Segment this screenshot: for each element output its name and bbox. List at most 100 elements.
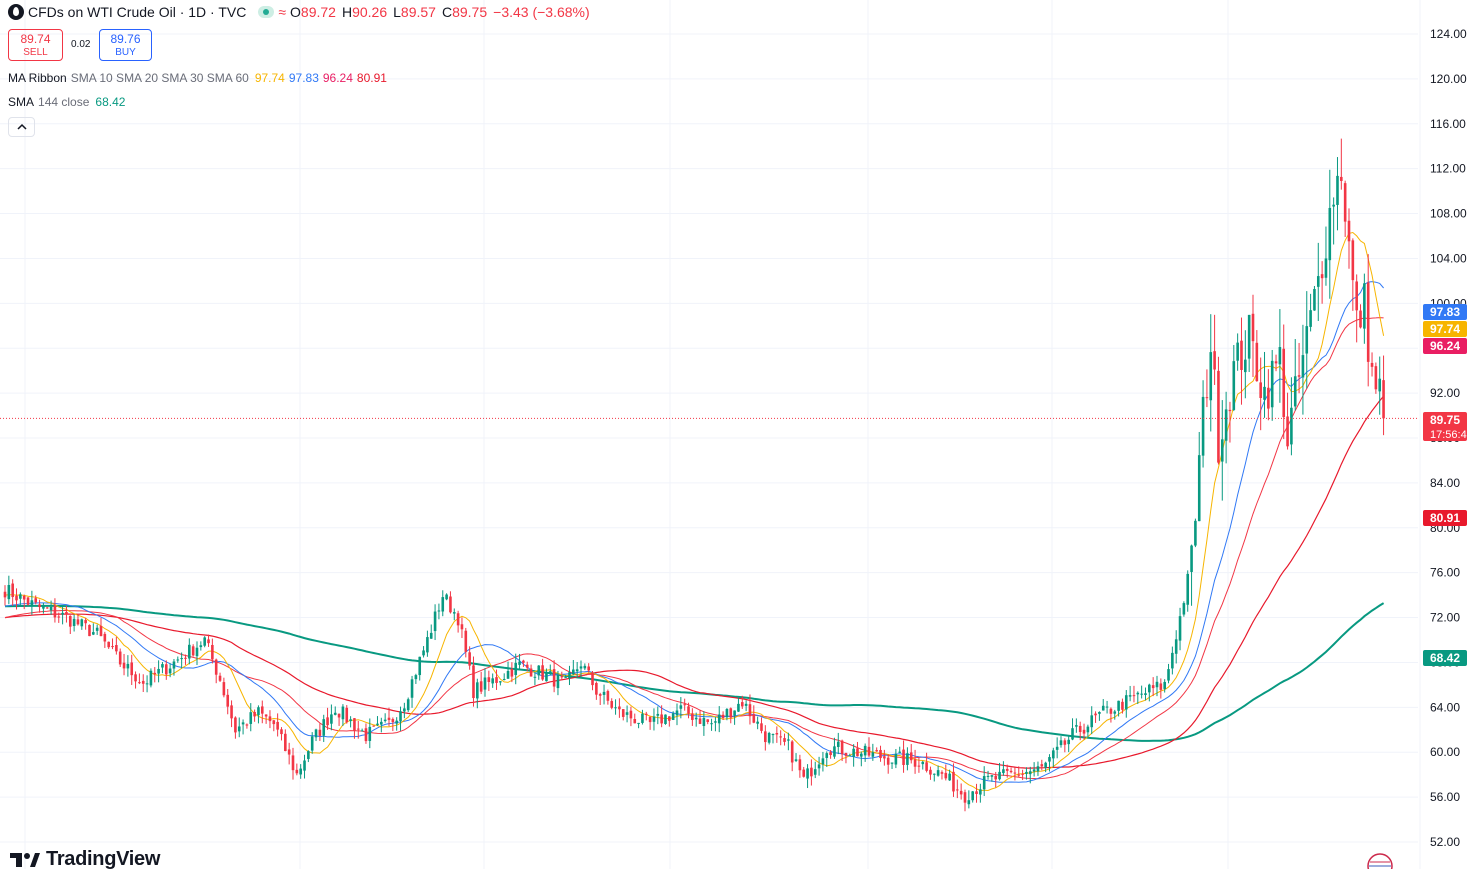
candle [1094, 711, 1097, 723]
sell-button[interactable]: 89.74 SELL [8, 29, 63, 61]
sell-price: 89.74 [20, 32, 51, 46]
candle [164, 660, 168, 680]
candle [138, 673, 141, 685]
candle [111, 638, 114, 650]
candle [287, 742, 291, 765]
sma144-params: 144 close [38, 95, 90, 109]
candle [798, 754, 802, 778]
candle [49, 600, 53, 615]
candle [510, 662, 514, 683]
chevron-up-icon [16, 123, 27, 130]
candle [698, 709, 702, 725]
candle [1194, 518, 1197, 548]
candle [1255, 330, 1259, 382]
candle [902, 740, 905, 773]
candle [606, 689, 610, 705]
candle [399, 706, 402, 731]
candle [211, 638, 214, 664]
ma-ribbon-legend[interactable]: MA Ribbon SMA 10 SMA 20 SMA 30 SMA 60 97… [8, 71, 391, 85]
tradingview-logo[interactable]: TradingView [10, 848, 160, 871]
candle [15, 588, 18, 610]
sma144-legend[interactable]: SMA 144 close 68.42 [8, 95, 129, 109]
candle [886, 754, 890, 774]
candle [180, 652, 183, 669]
candle [1263, 351, 1266, 418]
candle [956, 779, 959, 799]
candle [656, 706, 660, 725]
symbol-legend[interactable]: CFDs on WTI Crude Oil · 1D · TVC ≈ O 89.7… [8, 4, 596, 20]
candle [230, 700, 233, 728]
candle [917, 757, 921, 773]
candle [518, 653, 521, 669]
countdown-value: 17:56:44 [1430, 429, 1473, 441]
price-tick-label: 72.00 [1430, 611, 1460, 625]
change-value: −3.43 (−3.68%) [493, 4, 590, 20]
candle [936, 765, 940, 777]
candle [979, 783, 982, 803]
candle [1290, 377, 1293, 456]
candle [1109, 707, 1113, 723]
candle [1040, 759, 1044, 771]
candle [372, 725, 375, 727]
candle [280, 727, 283, 741]
candle [314, 728, 318, 742]
candle [68, 615, 72, 635]
candle [495, 669, 498, 690]
candle [633, 713, 637, 724]
candle [733, 710, 736, 725]
candle [648, 716, 652, 730]
candle [794, 753, 798, 763]
candle [84, 618, 87, 630]
candle [452, 608, 456, 621]
candle [107, 641, 110, 649]
candle [456, 610, 460, 633]
candle [1078, 721, 1082, 741]
candle [1009, 767, 1013, 774]
candle [863, 743, 867, 762]
sma20-line [4, 281, 1384, 783]
candle [118, 648, 122, 668]
symbol-title[interactable]: CFDs on WTI Crude Oil · 1D · TVC [28, 4, 247, 20]
candle [264, 714, 268, 724]
candle [637, 722, 640, 729]
candle [1293, 339, 1297, 411]
market-open-icon[interactable] [258, 6, 275, 18]
candle [1247, 314, 1251, 373]
candle [429, 624, 433, 639]
price-tag-value: 97.74 [1430, 322, 1460, 336]
candle [591, 671, 594, 691]
candle [614, 699, 617, 715]
buy-button[interactable]: 89.76 BUY [99, 29, 152, 61]
candle [867, 737, 871, 758]
candle [1267, 369, 1270, 421]
candle [391, 717, 395, 732]
candle [583, 663, 587, 671]
flag-icon[interactable] [1367, 853, 1393, 869]
price-tag-value: 96.24 [1430, 339, 1460, 353]
candle [449, 591, 452, 614]
candle [1324, 226, 1328, 286]
candle [1366, 254, 1370, 387]
candle [1140, 685, 1143, 699]
candle [1332, 197, 1335, 245]
candle [764, 725, 767, 751]
candle [1159, 678, 1163, 699]
candle [652, 708, 656, 731]
collapse-legend-button[interactable] [8, 117, 35, 137]
candle [487, 670, 491, 692]
candle [418, 656, 422, 681]
candle [982, 766, 986, 797]
candle [1178, 607, 1182, 651]
candle [1316, 242, 1320, 322]
candle [353, 717, 356, 739]
candle [310, 732, 314, 754]
delayed-data-icon[interactable]: ≈ [278, 4, 287, 20]
candle [322, 714, 326, 742]
sma30-line [4, 317, 1384, 780]
candle [1005, 764, 1009, 778]
candle [833, 737, 836, 759]
candle [890, 762, 894, 769]
candle [856, 741, 859, 757]
sma10-line [4, 231, 1385, 792]
